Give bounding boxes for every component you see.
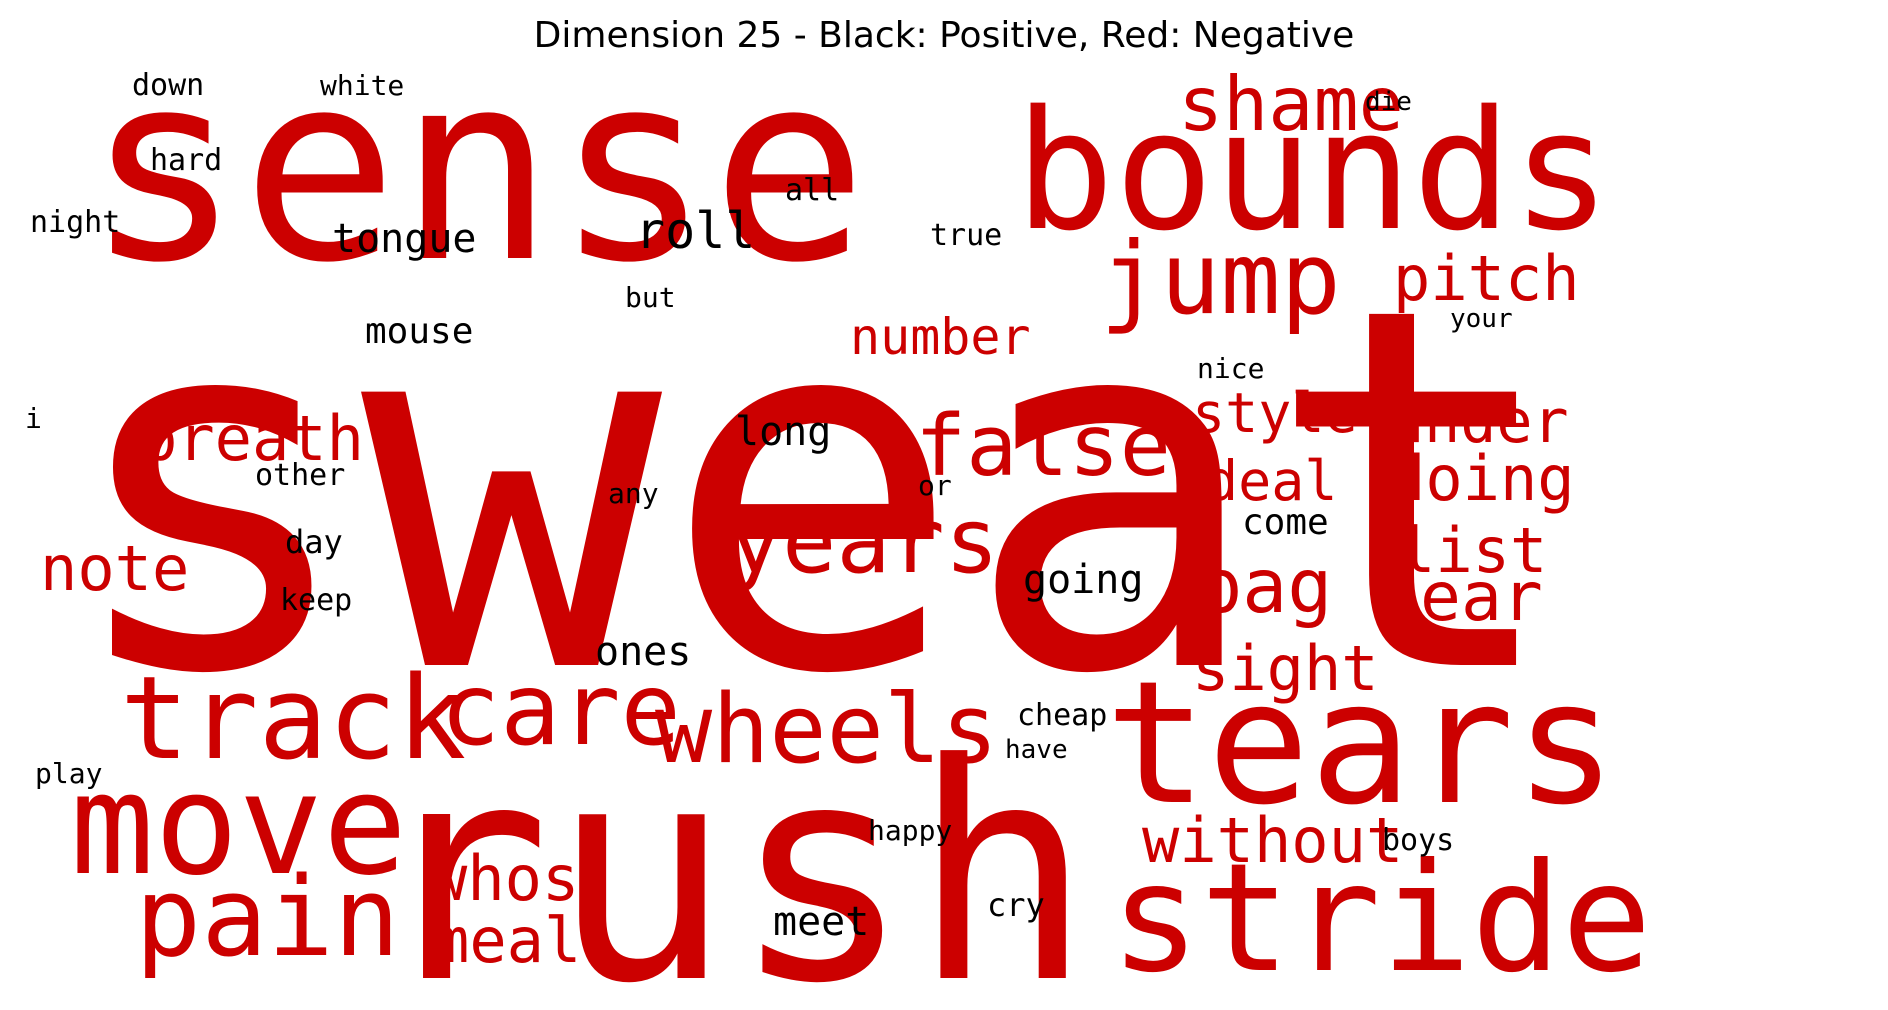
word-long: long: [735, 409, 831, 455]
word-cheap: cheap: [1017, 698, 1107, 733]
word-roll: roll: [635, 202, 755, 260]
word-track: track: [120, 652, 466, 786]
word-list: list: [1398, 514, 1547, 587]
word-white: white: [320, 69, 404, 102]
word-stride: stride: [1110, 832, 1652, 1006]
word-hard: hard: [150, 143, 222, 178]
chart-title: Dimension 25 - Black: Positive, Red: Neg…: [533, 15, 1355, 56]
word-years: years: [728, 489, 999, 594]
word-meal: meal: [432, 904, 581, 977]
word-doing: doing: [1388, 442, 1575, 515]
word-other: other: [255, 458, 345, 493]
word-nice: nice: [1197, 352, 1264, 385]
word-pain: pain: [135, 853, 400, 981]
word-play: play: [35, 757, 102, 790]
word-sight: sight: [1192, 632, 1379, 705]
word-false: false: [915, 397, 1171, 496]
word-mouse: mouse: [365, 311, 473, 352]
word-happy: happy: [868, 814, 952, 847]
word-bounds: bounds: [1015, 75, 1611, 267]
word-move: move: [70, 744, 407, 907]
word-die: die: [1365, 87, 1412, 117]
word-come: come: [1242, 502, 1329, 543]
word-shame: shame: [1178, 60, 1404, 148]
word-day: day: [285, 523, 343, 561]
word-sense: sense: [85, 18, 868, 320]
word-or: or: [918, 469, 952, 502]
word-cry: cry: [987, 886, 1045, 924]
word-under: under: [1388, 387, 1569, 457]
word-ones: ones: [595, 629, 691, 675]
word-tongue: tongue: [332, 216, 477, 262]
word-care: care: [440, 651, 681, 768]
word-meet: meet: [773, 899, 869, 945]
word-note: note: [40, 532, 189, 605]
word-whos: whos: [430, 842, 579, 915]
word-sweat: sweat: [60, 201, 1565, 783]
word-without: without: [1142, 804, 1403, 877]
word-wheels: wheels: [655, 675, 998, 785]
word-breath: breath: [140, 402, 364, 475]
word-any: any: [608, 477, 659, 510]
word-down: down: [132, 68, 204, 103]
word-deal: deal: [1205, 449, 1337, 513]
word-keep: keep: [280, 583, 352, 618]
word-ear: ear: [1420, 558, 1543, 637]
word-going: going: [1023, 557, 1143, 603]
word-rush: rush: [370, 700, 1092, 1010]
word-night: night: [30, 205, 120, 240]
word-pitch: pitch: [1393, 242, 1580, 315]
word-i: i: [25, 402, 42, 435]
word-style: style: [1192, 381, 1358, 445]
word-number: number: [850, 308, 1031, 366]
word-your: your: [1450, 304, 1513, 334]
word-but: but: [625, 281, 676, 314]
word-bag: bag: [1197, 542, 1332, 630]
word-jump: jump: [1100, 220, 1341, 337]
word-have: have: [1005, 735, 1068, 765]
word-all: all: [785, 173, 839, 208]
word-true: true: [930, 218, 1002, 253]
word-tears: tears: [1105, 645, 1617, 843]
word-boys: boys: [1382, 823, 1454, 858]
